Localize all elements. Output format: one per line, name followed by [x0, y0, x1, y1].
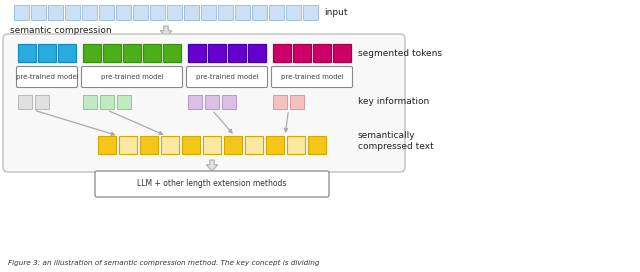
Bar [308, 136, 326, 154]
Text: segmented tokens: segmented tokens [358, 48, 442, 57]
Bar [303, 5, 318, 20]
Bar [99, 5, 114, 20]
Bar [140, 136, 158, 154]
Bar [123, 44, 141, 62]
Bar [58, 44, 76, 62]
Bar [83, 95, 97, 109]
Bar [100, 95, 114, 109]
Bar [252, 5, 267, 20]
FancyBboxPatch shape [3, 34, 405, 172]
Bar [117, 95, 131, 109]
Bar [48, 5, 63, 20]
Bar [163, 44, 181, 62]
Bar [333, 44, 351, 62]
FancyBboxPatch shape [95, 171, 329, 197]
Text: LLM + other length extension methods: LLM + other length extension methods [138, 180, 287, 188]
FancyBboxPatch shape [186, 66, 268, 88]
Bar [116, 5, 131, 20]
Bar [14, 5, 29, 20]
Bar [273, 44, 291, 62]
Bar [222, 95, 236, 109]
Bar [182, 136, 200, 154]
Bar [290, 95, 304, 109]
Bar [35, 95, 49, 109]
Bar [150, 5, 165, 20]
Bar [269, 5, 284, 20]
Text: key information: key information [358, 97, 429, 107]
Bar [224, 136, 242, 154]
Bar [266, 136, 284, 154]
Bar [83, 44, 101, 62]
Bar [161, 136, 179, 154]
Polygon shape [206, 160, 218, 171]
Bar [188, 95, 202, 109]
Bar [119, 136, 137, 154]
Bar [201, 5, 216, 20]
Text: Figure 3: an illustration of semantic compression method. The key concept is div: Figure 3: an illustration of semantic co… [8, 260, 319, 266]
Text: pre-trained model: pre-trained model [15, 74, 78, 80]
Bar [65, 5, 80, 20]
FancyBboxPatch shape [271, 66, 353, 88]
Bar [313, 44, 331, 62]
FancyBboxPatch shape [17, 66, 77, 88]
Text: semantic compression: semantic compression [10, 26, 111, 35]
Bar [143, 44, 161, 62]
Bar [273, 95, 287, 109]
Bar [18, 44, 36, 62]
Bar [287, 136, 305, 154]
Bar [218, 5, 233, 20]
Bar [248, 44, 266, 62]
Bar [31, 5, 46, 20]
Bar [245, 136, 263, 154]
Bar [38, 44, 56, 62]
Bar [235, 5, 250, 20]
Bar [184, 5, 199, 20]
Bar [188, 44, 206, 62]
Bar [103, 44, 121, 62]
Bar [133, 5, 148, 20]
Text: input: input [324, 8, 348, 17]
FancyBboxPatch shape [81, 66, 182, 88]
Bar [293, 44, 311, 62]
Text: pre-trained model: pre-trained model [100, 74, 163, 80]
Bar [203, 136, 221, 154]
Bar [98, 136, 116, 154]
Polygon shape [160, 26, 172, 37]
Text: semantically
compressed text: semantically compressed text [358, 131, 434, 152]
Bar [205, 95, 219, 109]
Bar [18, 95, 32, 109]
Text: pre-trained model: pre-trained model [196, 74, 259, 80]
Text: pre-trained model: pre-trained model [280, 74, 344, 80]
Bar [228, 44, 246, 62]
Bar [208, 44, 226, 62]
Bar [167, 5, 182, 20]
Bar [82, 5, 97, 20]
Bar [286, 5, 301, 20]
